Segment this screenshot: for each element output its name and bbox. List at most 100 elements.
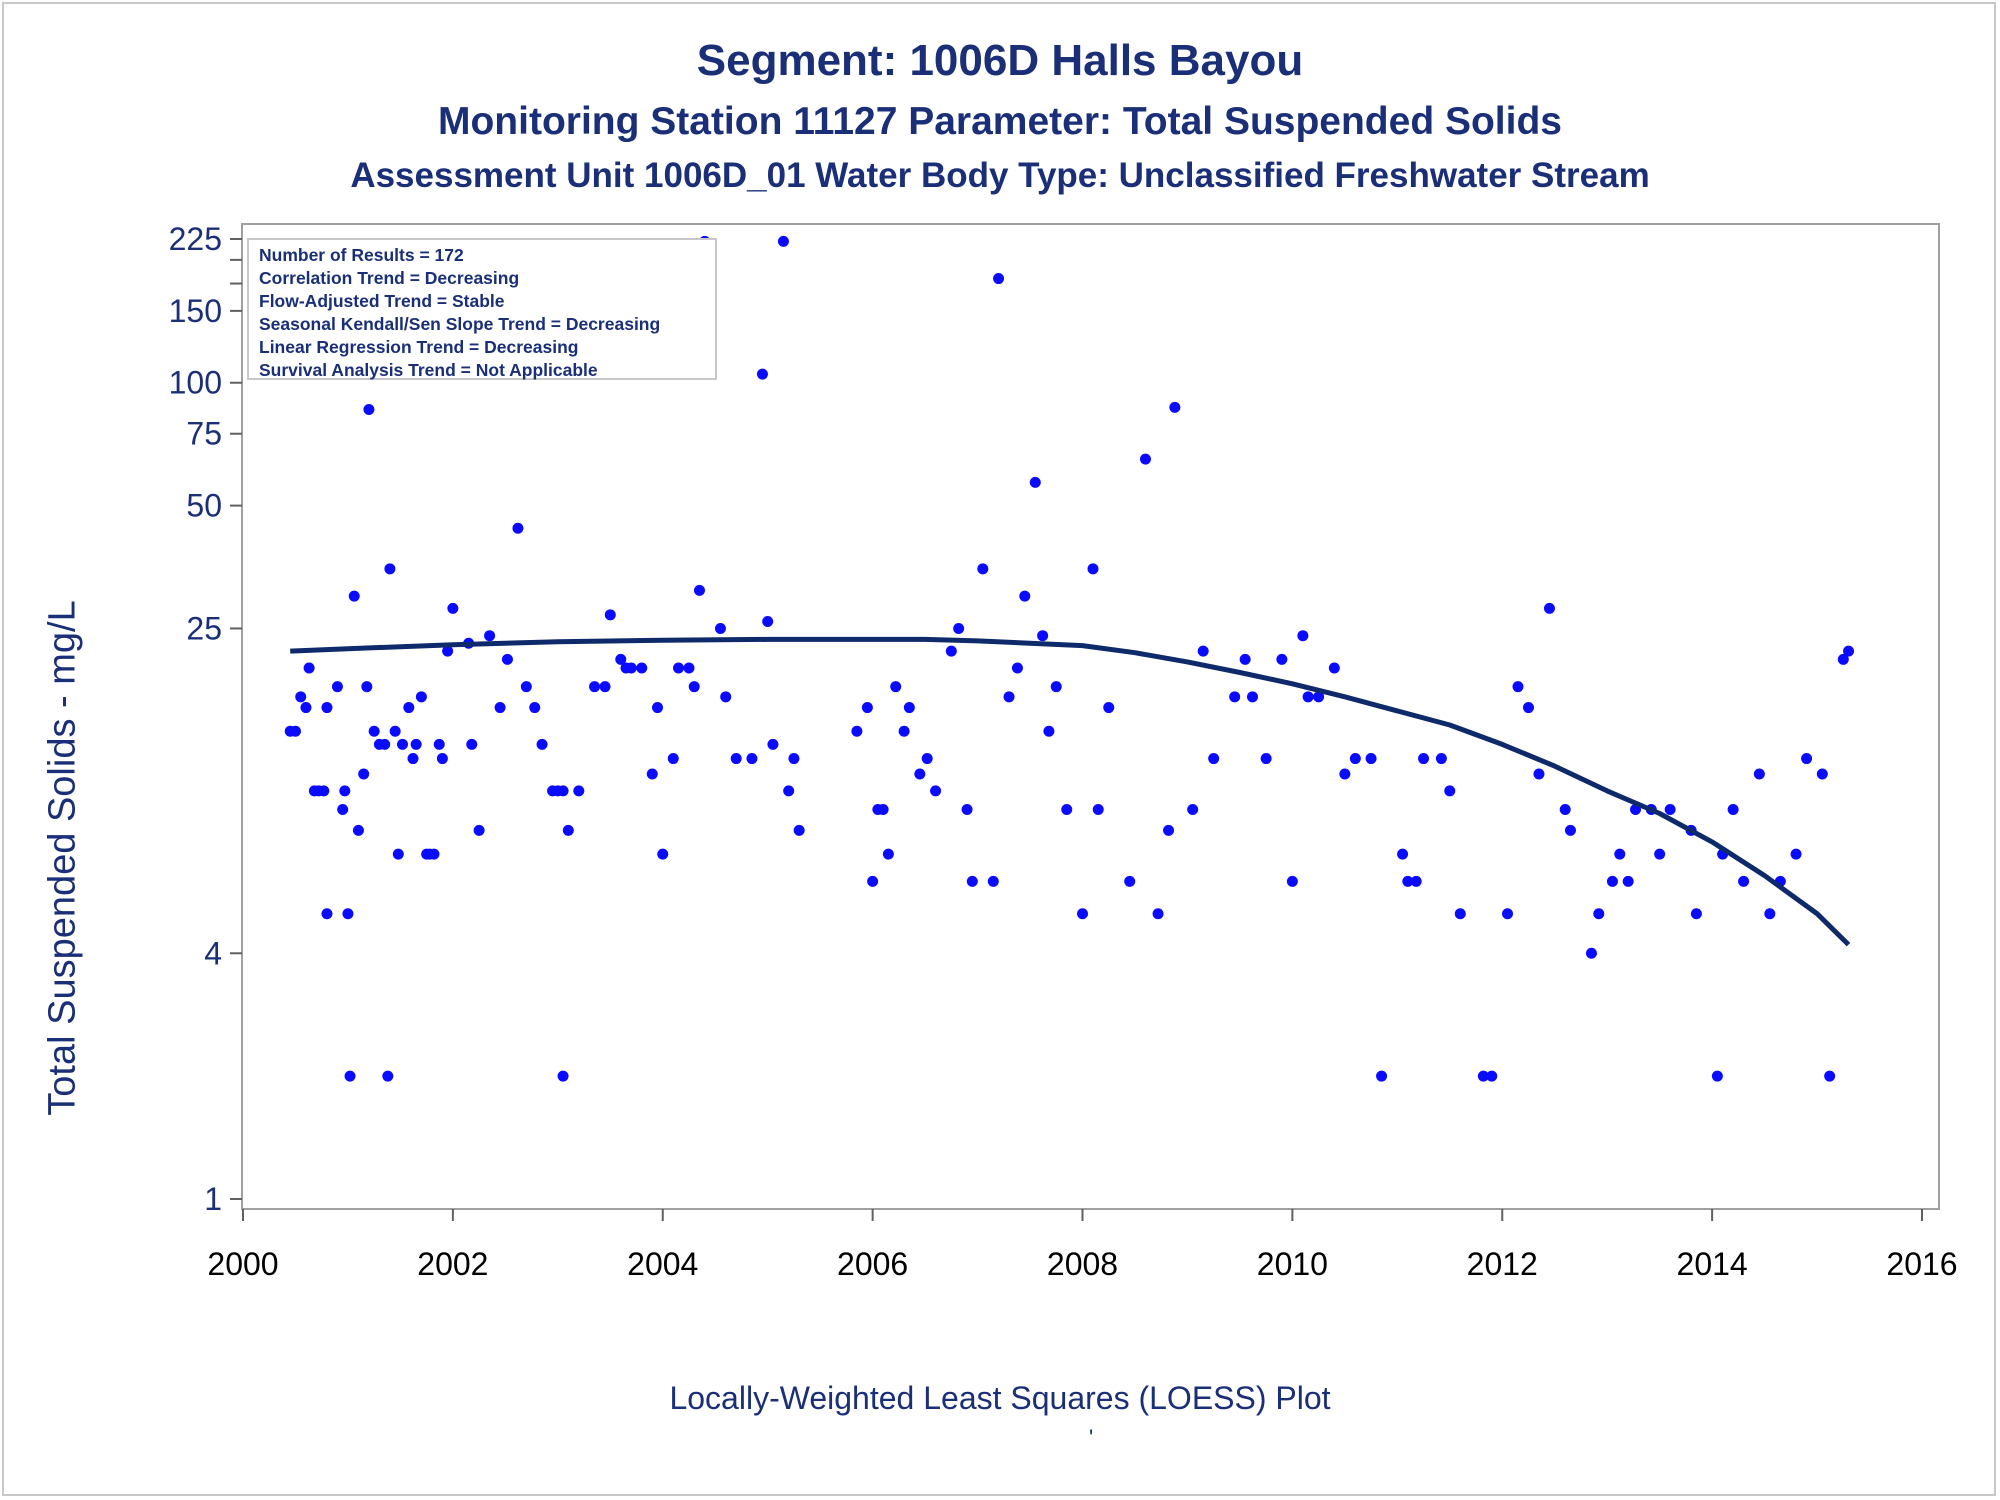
data-point: [1152, 908, 1164, 920]
data-point: [321, 702, 333, 714]
data-point: [1092, 804, 1104, 816]
data-point: [1410, 875, 1422, 887]
data-point: [339, 785, 351, 797]
data-point: [1169, 401, 1181, 413]
data-point: [777, 235, 789, 247]
plot-footnote: Locally-Weighted Least Squares (LOESS) P…: [669, 1380, 1331, 1416]
data-point: [756, 368, 768, 380]
data-point: [289, 725, 301, 737]
loess-line: [290, 636, 1851, 947]
data-point: [1690, 908, 1702, 920]
data-point: [1339, 768, 1351, 780]
data-point: [1606, 875, 1618, 887]
data-point: [1753, 768, 1765, 780]
data-point: [714, 622, 726, 634]
stats-line-results: Number of Results = 172: [259, 245, 464, 265]
data-point: [1764, 908, 1776, 920]
data-point: [436, 753, 448, 765]
data-point: [403, 702, 415, 714]
data-point: [667, 753, 679, 765]
data-point: [321, 908, 333, 920]
data-point: [890, 681, 902, 693]
data-point: [961, 804, 973, 816]
data-point: [382, 1070, 394, 1082]
y-tick-label: 75: [186, 416, 222, 452]
data-point: [1061, 804, 1073, 816]
data-point: [536, 738, 548, 750]
data-point: [1512, 681, 1524, 693]
data-point: [1564, 824, 1576, 836]
data-point: [1286, 875, 1298, 887]
data-point: [877, 804, 889, 816]
data-point: [646, 768, 658, 780]
x-tick-label: 2004: [627, 1246, 698, 1282]
data-point: [352, 824, 364, 836]
data-point: [1418, 753, 1430, 765]
data-point: [746, 753, 758, 765]
data-point: [379, 738, 391, 750]
x-axis: 2000 2002 2004 2006 2008 2010 2012 2014 2016: [207, 1209, 1958, 1282]
data-point: [720, 691, 732, 703]
data-point: [415, 691, 427, 703]
data-point: [1501, 908, 1513, 920]
data-point: [1019, 590, 1031, 602]
data-point: [344, 1070, 356, 1082]
data-point: [1376, 1070, 1388, 1082]
data-point: [368, 725, 380, 737]
data-point: [930, 785, 942, 797]
data-point: [1260, 753, 1272, 765]
data-point: [447, 602, 459, 614]
y-axis: 1 4 25 50 75 100 150 225: [169, 221, 242, 1217]
data-point: [1711, 1070, 1723, 1082]
data-point: [1229, 691, 1241, 703]
data-point: [977, 563, 989, 575]
data-point: [1139, 453, 1151, 465]
chart-title: Segment: 1006D Halls Bayou: [696, 36, 1304, 85]
data-point: [348, 590, 360, 602]
data-point: [1029, 476, 1041, 488]
data-point: [529, 702, 541, 714]
data-point: [303, 662, 315, 674]
stats-line-linear-regression: Linear Regression Trend = Decreasing: [259, 337, 579, 357]
data-point: [793, 824, 805, 836]
x-tick-label: 2010: [1257, 1246, 1328, 1282]
data-point: [1397, 848, 1409, 860]
data-point: [730, 753, 742, 765]
data-point: [966, 875, 978, 887]
data-point: [358, 768, 370, 780]
data-point: [1837, 653, 1849, 665]
data-point: [1614, 848, 1626, 860]
data-point: [1043, 725, 1055, 737]
data-point: [1543, 602, 1555, 614]
data-point: [1435, 753, 1447, 765]
data-point: [903, 702, 915, 714]
data-point: [494, 702, 506, 714]
data-point: [589, 681, 601, 693]
data-point: [1402, 875, 1414, 887]
data-point: [867, 875, 879, 887]
data-point: [1486, 1070, 1498, 1082]
data-point: [410, 738, 422, 750]
data-point: [1522, 702, 1534, 714]
data-point: [1208, 753, 1220, 765]
x-tick-label: 2002: [417, 1246, 488, 1282]
stats-line-seasonal-kendall: Seasonal Kendall/Sen Slope Trend = Decre…: [259, 314, 661, 334]
data-point: [342, 908, 354, 920]
data-point: [1349, 753, 1361, 765]
data-point: [557, 785, 569, 797]
data-point: [337, 804, 349, 816]
data-point: [693, 584, 705, 596]
data-point: [783, 785, 795, 797]
data-point: [1328, 662, 1340, 674]
data-point: [295, 691, 307, 703]
data-point: [1593, 908, 1605, 920]
data-point: [1087, 563, 1099, 575]
data-point: [1037, 630, 1049, 642]
data-point: [363, 403, 375, 415]
stats-line-correlation: Correlation Trend = Decreasing: [259, 268, 520, 288]
data-point: [361, 681, 373, 693]
y-tick-label: 150: [169, 293, 222, 329]
data-point: [1533, 768, 1545, 780]
